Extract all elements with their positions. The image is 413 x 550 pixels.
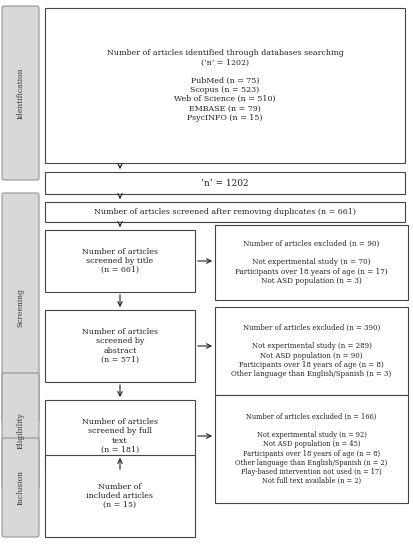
Text: Number of articles excluded (n = 390)

Not experimental study (n = 289)
Not ASD : Number of articles excluded (n = 390) No… xyxy=(231,324,392,378)
Text: Identification: Identification xyxy=(17,67,24,119)
Bar xyxy=(45,202,405,222)
Bar xyxy=(45,230,195,292)
Text: Number of articles
screened by full
text
(n = 181): Number of articles screened by full text… xyxy=(82,418,158,454)
FancyBboxPatch shape xyxy=(2,193,39,422)
Text: Number of
included articles
(n = 15): Number of included articles (n = 15) xyxy=(86,483,154,509)
Bar xyxy=(45,455,195,537)
FancyBboxPatch shape xyxy=(2,6,39,180)
Text: Number of articles identified through databases searching
(’n’ = 1202)

PubMed (: Number of articles identified through da… xyxy=(107,50,343,122)
Bar xyxy=(215,307,408,395)
Text: Inclusion: Inclusion xyxy=(17,470,24,505)
Text: Number of articles
screened by title
(n = 661): Number of articles screened by title (n … xyxy=(82,248,158,274)
Text: Eligibility: Eligibility xyxy=(17,412,24,449)
Text: ’n’ = 1202: ’n’ = 1202 xyxy=(201,179,249,188)
Bar xyxy=(45,172,405,194)
Bar xyxy=(45,310,195,382)
FancyBboxPatch shape xyxy=(2,438,39,537)
Bar xyxy=(45,8,405,163)
FancyBboxPatch shape xyxy=(2,373,39,489)
Bar xyxy=(215,225,408,300)
Text: Number of articles excluded (n = 90)

Not experimental study (n = 70)
Participan: Number of articles excluded (n = 90) Not… xyxy=(235,240,388,285)
Text: Screening: Screening xyxy=(17,288,24,327)
Bar xyxy=(215,395,408,503)
Bar xyxy=(45,400,195,472)
Text: Number of articles excluded (n = 166)

Not experimental study (n = 92)
Not ASD p: Number of articles excluded (n = 166) No… xyxy=(235,413,388,485)
Text: Number of articles
screened by
abstract
(n = 571): Number of articles screened by abstract … xyxy=(82,328,158,364)
Text: Number of articles screened after removing duplicates (n = 661): Number of articles screened after removi… xyxy=(94,208,356,216)
